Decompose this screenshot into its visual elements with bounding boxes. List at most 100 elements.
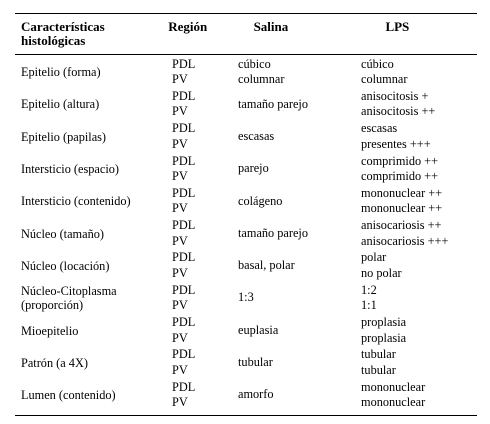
feature-label: Epitelio (forma) <box>21 65 101 80</box>
row-feature: Núcleo (tamaño) <box>15 217 170 249</box>
table-row: Intersticio (contenido) PDL PV colágeno mono… <box>15 185 477 217</box>
table-row: Epitelio (forma) PDL PV cúbico columnar cúbic… <box>15 56 477 88</box>
table-row: Lumen (contenido) PDL PV amorfo mononuclear m… <box>15 379 477 411</box>
lps-value: 1:1 <box>361 298 377 313</box>
lps-value: mononuclear <box>361 379 426 394</box>
table-row: Patrón (a 4X) PDL PV tubular tubular tubular <box>15 347 477 379</box>
saline-value: escasas <box>238 128 275 143</box>
saline-value: columnar <box>238 72 285 87</box>
row-feature: Núcleo-Citoplasma (proporción) <box>15 282 170 314</box>
feature-label: Núcleo-Citoplasma (proporción) <box>21 284 117 313</box>
row-saline: basal, polar <box>231 250 361 282</box>
table-header-rule <box>15 54 477 55</box>
table-body: Epitelio (forma) PDL PV cúbico columnar cúbic… <box>15 55 477 411</box>
saline-value: basal, polar <box>238 258 295 273</box>
row-lps: cúbico columnar <box>361 56 477 88</box>
lps-value: 1:2 <box>361 282 377 297</box>
lps-value: tubular <box>361 362 396 377</box>
lps-value: anisocitosis + <box>361 88 429 103</box>
row-regions: PDL PV <box>170 185 231 217</box>
region-label: PDL <box>172 121 196 136</box>
row-saline: 1:3 <box>231 282 361 314</box>
lps-value: anisocariosis ++ <box>361 218 442 233</box>
lps-value: columnar <box>361 72 408 87</box>
row-lps: comprimido ++ comprimido ++ <box>361 153 477 185</box>
region-label: PV <box>172 265 188 280</box>
row-feature: Epitelio (papilas) <box>15 121 170 153</box>
region-label: PDL <box>172 282 196 297</box>
row-regions: PDL PV <box>170 379 231 411</box>
region-label: PV <box>172 72 188 87</box>
lps-value: no polar <box>361 265 402 280</box>
row-lps: anisocitosis + anisocitosis ++ <box>361 88 477 120</box>
region-label: PDL <box>172 315 196 330</box>
feature-label: Epitelio (papilas) <box>21 129 107 144</box>
row-lps: escasas presentes +++ <box>361 121 477 153</box>
region-label: PV <box>172 298 188 313</box>
feature-label: Patrón (a 4X) <box>21 355 88 370</box>
row-lps: anisocariosis ++ anisocariosis +++ <box>361 217 477 249</box>
lps-value: escasas <box>361 121 398 136</box>
saline-value: tamaño parejo <box>238 225 308 240</box>
row-lps: mononuclear mononuclear <box>361 379 477 411</box>
lps-value: presentes +++ <box>361 136 431 151</box>
table-row: Núcleo-Citoplasma (proporción) PDL PV 1:3 1:… <box>15 282 477 314</box>
lps-value: cúbico <box>361 56 394 71</box>
row-lps: 1:2 1:1 <box>361 282 477 314</box>
row-feature: Epitelio (forma) <box>15 56 170 88</box>
region-label: PDL <box>172 379 196 394</box>
lps-value: proplasia <box>361 315 407 330</box>
row-saline: tamaño parejo <box>231 88 361 120</box>
row-saline: parejo <box>231 153 361 185</box>
feature-label: Núcleo (tamaño) <box>21 226 104 241</box>
row-feature: Intersticio (espacio) <box>15 153 170 185</box>
header-saline: Salina <box>253 19 289 34</box>
row-regions: PDL PV <box>170 314 231 346</box>
header-feature: Características histológicas <box>21 19 105 48</box>
table-top-rule <box>15 13 477 14</box>
row-saline: colágeno <box>231 185 361 217</box>
feature-label: Núcleo (locación) <box>21 258 110 273</box>
row-feature: Mioepitelio <box>15 314 170 346</box>
row-saline: euplasia <box>231 314 361 346</box>
lps-value: tubular <box>361 347 396 362</box>
table-row: Núcleo (locación) PDL PV basal, polar polar n… <box>15 250 477 282</box>
region-label: PV <box>172 201 188 216</box>
table-row: Mioepitelio PDL PV euplasia proplasia proplas… <box>15 314 477 346</box>
lps-value: anisocariosis +++ <box>361 233 449 248</box>
lps-value: anisocitosis ++ <box>361 104 436 119</box>
region-label: PV <box>172 136 188 151</box>
histology-table: Características histológicas Región Sali… <box>15 13 477 417</box>
row-lps: proplasia proplasia <box>361 314 477 346</box>
row-regions: PDL PV <box>170 56 231 88</box>
feature-label: Lumen (contenido) <box>21 388 116 403</box>
row-regions: PDL PV <box>170 88 231 120</box>
row-feature: Lumen (contenido) <box>15 379 170 411</box>
region-label: PDL <box>172 185 196 200</box>
row-regions: PDL PV <box>170 282 231 314</box>
lps-value: polar <box>361 250 387 265</box>
table-header-row: Características histológicas Región Sali… <box>15 14 477 54</box>
saline-value: parejo <box>238 161 269 176</box>
row-feature: Intersticio (contenido) <box>15 185 170 217</box>
region-label: PDL <box>172 250 196 265</box>
region-label: PDL <box>172 347 196 362</box>
row-lps: polar no polar <box>361 250 477 282</box>
table-row: Epitelio (altura) PDL PV tamaño parejo aniso… <box>15 88 477 120</box>
feature-label: Epitelio (altura) <box>21 97 100 112</box>
region-label: PDL <box>172 218 196 233</box>
region-label: PV <box>172 362 188 377</box>
lps-value: comprimido ++ <box>361 153 439 168</box>
region-label: PDL <box>172 56 196 71</box>
row-saline: tamaño parejo <box>231 217 361 249</box>
row-feature: Núcleo (locación) <box>15 250 170 282</box>
row-saline: tubular <box>231 347 361 379</box>
row-feature: Patrón (a 4X) <box>15 347 170 379</box>
row-regions: PDL PV <box>170 347 231 379</box>
header-region: Región <box>168 19 208 34</box>
row-lps: mononuclear ++ mononuclear ++ <box>361 185 477 217</box>
feature-label: Intersticio (contenido) <box>21 194 131 209</box>
saline-value: tubular <box>238 355 273 370</box>
row-saline: cúbico columnar <box>231 56 361 88</box>
lps-value: mononuclear ++ <box>361 201 443 216</box>
